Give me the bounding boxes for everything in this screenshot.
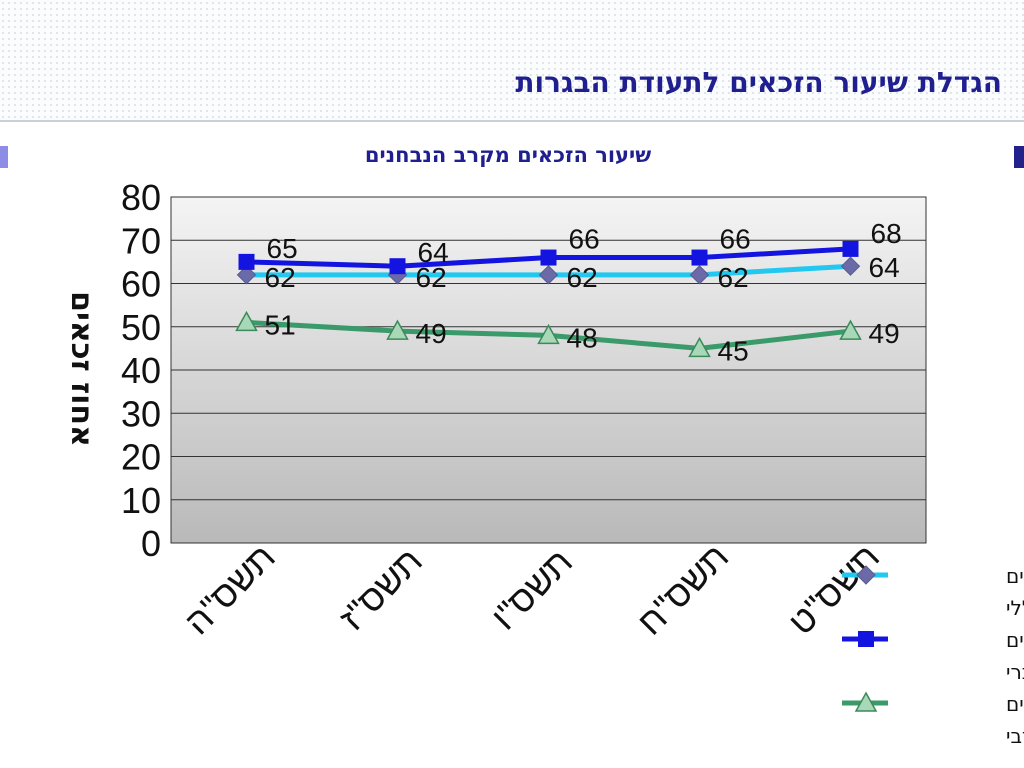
header-divider [0, 120, 1024, 122]
x-tick-label: תשס"ה [176, 536, 283, 643]
y-tick-label: 60 [121, 264, 161, 305]
legend-label: - כללי [1006, 596, 1024, 620]
y-tick-label: 70 [121, 220, 161, 261]
grid-lines [171, 239, 926, 501]
data-point-diamond [538, 265, 559, 285]
y-tick-label: 10 [121, 480, 161, 521]
data-label: 62 [718, 262, 749, 293]
y-tick-label: 30 [121, 393, 161, 434]
data-label: 65 [267, 233, 298, 264]
data-point-square [842, 240, 859, 257]
right-accent-marker [1014, 146, 1024, 168]
data-label: 62 [265, 262, 296, 293]
slide-title: הגדלת שיעור הזכאים לתעודת הבגרות [515, 66, 1002, 99]
data-label: 64 [418, 237, 449, 268]
data-label: 62 [567, 262, 598, 293]
data-label: 49 [416, 318, 447, 349]
data-point-square [389, 258, 406, 275]
legend-label: אחוז זכאים [1006, 628, 1024, 652]
data-label: 68 [871, 218, 902, 249]
legend-label: - חינוך עברי [1006, 660, 1024, 684]
data-point-triangle [839, 319, 862, 340]
left-accent-marker [0, 146, 8, 168]
legend-label: - חינוך ערבי [1006, 724, 1024, 748]
y-tick-label: 20 [121, 437, 161, 478]
data-label: 66 [569, 224, 600, 255]
y-tick-label: 50 [121, 307, 161, 348]
data-point-triangle [854, 691, 878, 712]
data-label: 48 [567, 322, 598, 353]
x-tick-label: תשס"ו [483, 541, 580, 638]
x-tick-label: תשס"ח [629, 536, 736, 643]
legend-label: אחוז זכאים [1006, 564, 1024, 588]
x-tick-label: תשס"ט [780, 536, 887, 643]
data-point-square [858, 631, 874, 647]
header-band [0, 0, 1024, 120]
legend: אחוז זכאים - כללי אחוז זכאים - חינוך עברי אח… [842, 564, 1024, 748]
data-label: 49 [869, 318, 900, 349]
data-label: 51 [265, 309, 296, 340]
data-label: 62 [416, 262, 447, 293]
data-point-square [238, 253, 255, 270]
y-tick-label: 80 [121, 177, 161, 218]
x-tick-label: תשס"ז [331, 540, 430, 639]
y-tick-label: 0 [141, 523, 161, 564]
data-point-triangle [235, 310, 258, 332]
data-point-square [691, 249, 708, 266]
legend-label: אחוז זכאים [1006, 692, 1024, 716]
data-label: 64 [869, 252, 900, 283]
data-point-diamond [856, 565, 876, 585]
data-label: 66 [720, 224, 751, 255]
y-axis-title: אחוז זכאים [64, 291, 99, 447]
data-label: 45 [718, 335, 749, 366]
data-point-square [540, 249, 557, 266]
chart-title: שיעור הזכאים מקרב הנבחנים [365, 143, 651, 167]
data-point-triangle [688, 336, 711, 358]
series-layer [235, 240, 862, 358]
data-point-diamond [236, 265, 257, 285]
data-point-diamond [840, 256, 861, 276]
data-point-triangle [537, 323, 560, 345]
y-tick-label: 40 [121, 350, 161, 391]
data-point-diamond [689, 265, 710, 285]
x-axis-ticks: תשס"ה תשס"ז תשס"ו תשס"ח תשס"ט [176, 536, 887, 643]
data-point-triangle [386, 319, 409, 340]
